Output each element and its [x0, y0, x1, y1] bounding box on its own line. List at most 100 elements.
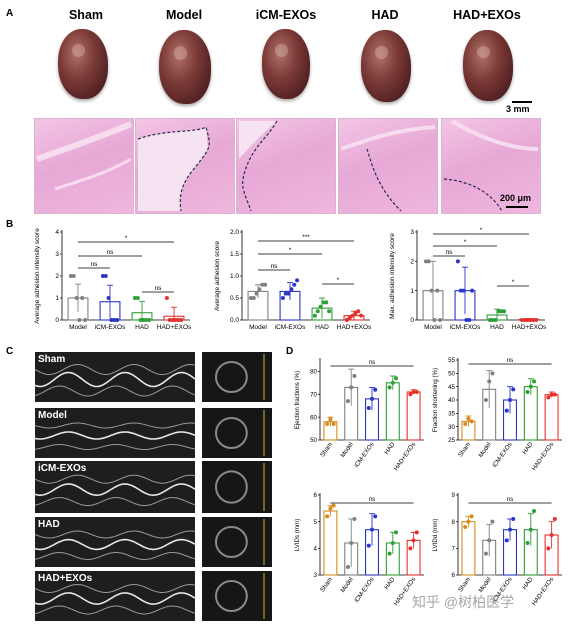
panel-a-label-had: HAD	[371, 8, 399, 22]
data-point	[487, 538, 492, 543]
scale-bar-3mm-label: 3 mm	[506, 104, 530, 114]
y-tick-label: 25	[448, 437, 455, 444]
y-tick-label: 0.5	[230, 295, 239, 302]
histology-icm-exos	[236, 118, 336, 214]
data-point	[179, 318, 184, 322]
data-point	[292, 282, 297, 287]
data-point	[260, 282, 265, 287]
panel-a-label-model: Model	[165, 8, 203, 22]
chart-b3: 0 1 2 3 Max. adhesion intensity score Model iC…	[389, 227, 547, 331]
data-point	[508, 398, 512, 402]
data-point	[359, 313, 364, 318]
data-point	[103, 274, 108, 278]
data-point	[387, 385, 392, 390]
x-tick-label: HAD	[383, 576, 397, 591]
chart-d1: 50 60 70 80 Ejection fractions (%) Sham Modeli…	[294, 358, 424, 472]
data-point	[254, 291, 259, 296]
data-point	[394, 376, 399, 381]
data-point	[394, 530, 399, 535]
x-tick-label: HAD+EXOs	[393, 441, 418, 472]
data-point	[167, 318, 172, 322]
data-point	[467, 318, 472, 322]
y-tick-label: 4	[55, 229, 59, 236]
y-axis-label: Average adhesion score	[214, 241, 221, 311]
y-tick-label: 2	[410, 259, 414, 266]
data-point	[370, 396, 374, 401]
histology-model	[135, 118, 235, 214]
data-point	[352, 517, 357, 521]
x-tick-label: Sham	[457, 576, 472, 593]
echo-2d-ventricle	[215, 470, 248, 504]
data-point	[138, 318, 143, 322]
data-point	[349, 541, 354, 545]
data-point	[455, 259, 460, 264]
y-tick-label: 3	[314, 572, 318, 579]
y-axis-label: Ejection fractions (%)	[294, 371, 301, 429]
significance-label: ***	[302, 234, 310, 241]
data-point	[170, 318, 175, 322]
echo-2d-ventricle	[215, 417, 248, 449]
echo-trace	[35, 538, 195, 551]
data-point	[487, 379, 492, 384]
x-tick-label: HAD	[135, 324, 149, 331]
echo-label-had-exos: HAD+EXOs	[38, 573, 93, 584]
significance-label: ns	[369, 496, 376, 503]
data-point	[263, 282, 268, 287]
data-point	[487, 318, 492, 322]
data-point	[352, 374, 357, 378]
y-tick-label: 0.0	[230, 317, 239, 324]
data-point	[435, 288, 440, 293]
significance-label: ns	[369, 359, 376, 366]
data-point	[463, 422, 468, 426]
x-tick-label: HAD+EXOs	[531, 441, 556, 472]
y-tick-label: 55	[448, 357, 455, 364]
data-point	[344, 318, 349, 322]
data-point	[328, 506, 333, 511]
data-point	[112, 318, 117, 322]
y-tick-label: 0	[410, 317, 414, 324]
data-point	[141, 318, 146, 322]
y-axis-label: Fraction shortening (%)	[432, 368, 439, 432]
data-point	[461, 288, 466, 293]
data-point	[511, 387, 516, 392]
panel-a-label-sham: Sham	[68, 8, 104, 22]
heart-image-had	[361, 30, 411, 102]
data-point	[414, 390, 419, 394]
data-point	[528, 318, 533, 322]
data-point	[532, 509, 537, 513]
panel-c-letter: C	[6, 346, 14, 357]
bar-sham	[461, 521, 476, 576]
y-tick-label: 9	[452, 492, 456, 499]
data-point	[370, 527, 374, 532]
y-tick-label: 4	[314, 546, 318, 553]
echo-mmode-model: Model	[35, 408, 195, 458]
significance-label: *	[289, 247, 292, 254]
data-point	[289, 287, 294, 292]
data-point	[295, 278, 300, 283]
significance-label: ns	[91, 261, 99, 268]
data-point	[373, 514, 378, 519]
data-point	[109, 318, 114, 322]
data-point	[522, 318, 527, 322]
x-tick-label: Model	[424, 324, 442, 331]
echo-trace	[35, 363, 195, 376]
panel-d-letter: D	[286, 346, 294, 357]
echo-trace	[35, 497, 195, 506]
y-tick-label: 3	[55, 251, 59, 258]
data-point	[71, 274, 76, 278]
y-tick-label: 30	[448, 424, 455, 431]
echo-trace	[35, 483, 195, 497]
data-point	[331, 422, 336, 426]
watermark: 知乎 @树柏医学	[412, 594, 515, 610]
significance-label: ns	[271, 263, 279, 270]
data-point	[528, 527, 533, 532]
data-point	[106, 296, 111, 300]
y-tick-label: 6	[314, 492, 318, 499]
data-point	[77, 318, 82, 322]
echo-trace	[35, 422, 195, 429]
bar-had-exos	[544, 394, 559, 441]
data-point	[315, 309, 320, 314]
heart-image-icm-exos	[262, 29, 310, 99]
data-point	[414, 530, 419, 535]
